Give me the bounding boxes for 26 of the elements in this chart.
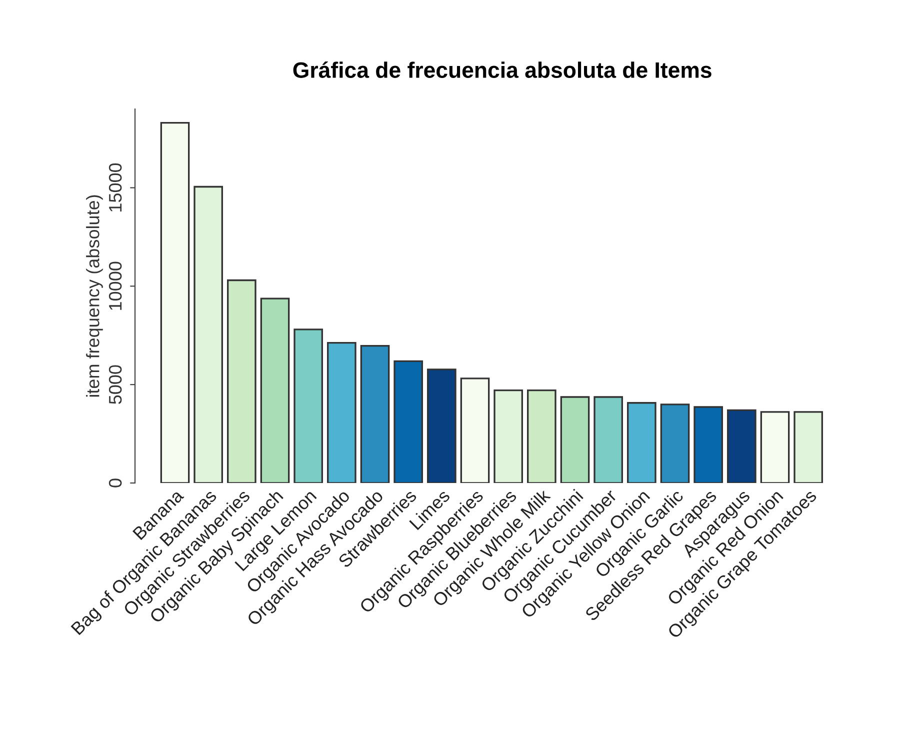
bar: [694, 406, 723, 483]
bar: [527, 389, 556, 483]
bar: [594, 396, 623, 483]
bar: [394, 360, 423, 483]
bar: [660, 404, 690, 483]
bar: [160, 122, 190, 483]
bar: [727, 409, 756, 483]
bar: [194, 186, 223, 483]
bar: [260, 298, 290, 483]
y-tick-label: 5000: [108, 365, 122, 404]
bar: [227, 279, 256, 483]
y-tick-label: 0: [108, 478, 122, 488]
bar: [760, 411, 790, 483]
bar: [360, 344, 390, 483]
bar: [494, 389, 523, 483]
chart-title: Gráfica de frecuencia absoluta de Items: [293, 61, 712, 78]
y-tick-label: 10000: [108, 262, 122, 310]
bar: [327, 342, 356, 483]
bar: [460, 378, 490, 483]
y-axis-title: item frequency (absolute): [86, 195, 103, 397]
bar: [627, 402, 656, 483]
bar: [427, 368, 456, 483]
bar: [794, 411, 823, 483]
y-tick-label: 15000: [108, 163, 122, 212]
bar: [294, 328, 323, 483]
bar: [560, 396, 590, 483]
